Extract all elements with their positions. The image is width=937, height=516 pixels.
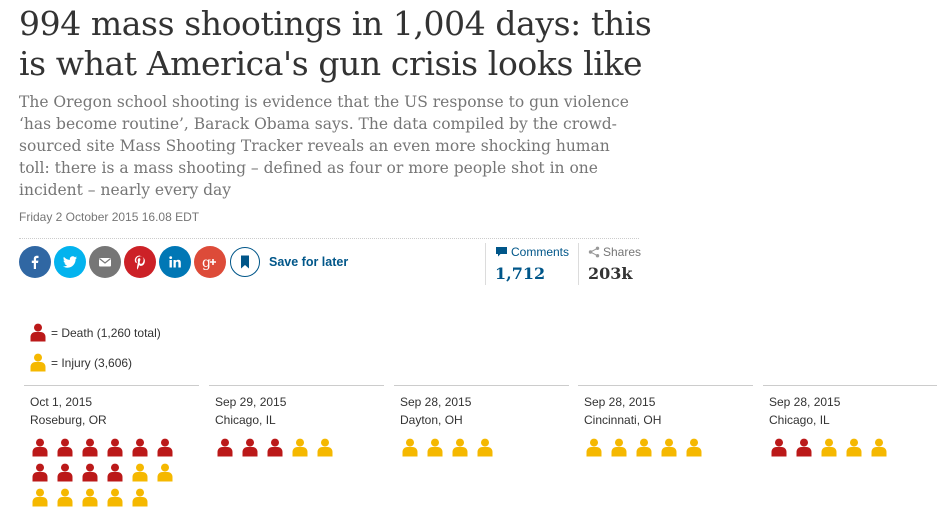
incident-place: Chicago, IL <box>769 413 830 427</box>
shares-count: Shares 203k <box>578 243 658 285</box>
facebook-icon <box>31 255 39 269</box>
incident-card: Sep 28, 2015 Dayton, OH <box>394 385 569 516</box>
incident-date: Sep 28, 2015 <box>769 395 841 409</box>
share-googleplus-button[interactable]: g <box>194 246 226 278</box>
person-injury-icon <box>77 488 102 513</box>
person-death-icon <box>52 438 77 463</box>
shares-value: 203k <box>588 264 633 283</box>
person-injury-icon <box>27 488 52 513</box>
person-death-icon <box>30 323 46 342</box>
incident-date: Sep 29, 2015 <box>215 395 287 409</box>
incident-place: Cincinnati, OH <box>584 413 662 427</box>
save-for-later-link[interactable]: Save for later <box>269 255 349 269</box>
person-injury-icon <box>631 438 656 463</box>
incident-icons <box>397 438 557 463</box>
person-injury-icon <box>472 438 497 463</box>
person-injury-icon <box>287 438 312 463</box>
person-death-icon <box>27 438 52 463</box>
incident-icons <box>27 438 187 513</box>
comments-count[interactable]: Comments 1,712 <box>485 243 587 285</box>
person-death-icon <box>127 438 152 463</box>
person-injury-icon <box>681 438 706 463</box>
person-death-icon <box>262 438 287 463</box>
bookmark-icon <box>241 255 249 269</box>
article-headline: 994 mass shootings in 1,004 days: this i… <box>19 4 652 83</box>
share-pinterest-button[interactable] <box>124 246 156 278</box>
incident-card: Sep 29, 2015 Chicago, IL <box>209 385 384 516</box>
incident-place: Roseburg, OR <box>30 413 107 427</box>
legend-death-label: = Death (1,260 total) <box>51 325 161 340</box>
person-injury-icon <box>312 438 337 463</box>
person-injury-icon <box>656 438 681 463</box>
svg-text:g: g <box>202 255 211 270</box>
googleplus-icon: g <box>202 255 216 270</box>
incident-icons <box>581 438 741 463</box>
person-death-icon <box>27 463 52 488</box>
person-injury-icon <box>127 488 152 513</box>
incident-icons <box>766 438 926 463</box>
share-icon <box>588 246 600 258</box>
person-injury-icon <box>127 463 152 488</box>
person-death-icon <box>102 463 127 488</box>
share-facebook-button[interactable] <box>19 246 51 278</box>
legend-injury-label: = Injury (3,606) <box>51 355 133 370</box>
email-icon <box>99 258 111 267</box>
person-death-icon <box>766 438 791 463</box>
share-twitter-button[interactable] <box>54 246 86 278</box>
person-death-icon <box>52 463 77 488</box>
person-injury-icon <box>397 438 422 463</box>
person-injury-icon <box>30 353 46 372</box>
incident-card: Sep 28, 2015 Cincinnati, OH <box>578 385 753 516</box>
shares-label: Shares <box>603 245 642 259</box>
person-injury-icon <box>422 438 447 463</box>
share-email-button[interactable] <box>89 246 121 278</box>
person-injury-icon <box>102 488 127 513</box>
incident-date: Sep 28, 2015 <box>584 395 656 409</box>
incident-date: Sep 28, 2015 <box>400 395 472 409</box>
share-bar: g Save for later <box>19 246 348 278</box>
speech-bubble-icon <box>496 247 507 257</box>
person-injury-icon <box>581 438 606 463</box>
person-death-icon <box>237 438 262 463</box>
incident-place: Dayton, OH <box>400 413 463 427</box>
incident-card: Oct 1, 2015 Roseburg, OR <box>24 385 199 516</box>
person-injury-icon <box>841 438 866 463</box>
article-standfirst: The Oregon school shooting is evidence t… <box>19 93 629 199</box>
person-death-icon <box>152 438 177 463</box>
legend-death: = Death (1,260 total) <box>30 323 161 342</box>
person-injury-icon <box>52 488 77 513</box>
incident-date: Oct 1, 2015 <box>30 395 93 409</box>
person-death-icon <box>212 438 237 463</box>
person-injury-icon <box>816 438 841 463</box>
person-injury-icon <box>152 463 177 488</box>
save-for-later-button[interactable] <box>230 247 260 277</box>
person-death-icon <box>102 438 127 463</box>
person-injury-icon <box>447 438 472 463</box>
twitter-icon <box>63 256 77 268</box>
incident-card: Sep 28, 2015 Chicago, IL <box>763 385 937 516</box>
person-injury-icon <box>866 438 891 463</box>
person-injury-icon <box>606 438 631 463</box>
person-death-icon <box>77 438 102 463</box>
person-death-icon <box>77 463 102 488</box>
pinterest-icon <box>134 255 145 270</box>
linkedin-icon <box>169 256 181 268</box>
incident-icons <box>212 438 372 463</box>
legend-injury: = Injury (3,606) <box>30 353 132 372</box>
person-death-icon <box>791 438 816 463</box>
divider <box>19 238 639 239</box>
share-linkedin-button[interactable] <box>159 246 191 278</box>
incident-place: Chicago, IL <box>215 413 276 427</box>
article-dateline: Friday 2 October 2015 16.08 EDT <box>19 210 200 224</box>
comments-label: Comments <box>511 245 570 259</box>
comments-value: 1,712 <box>495 264 546 283</box>
